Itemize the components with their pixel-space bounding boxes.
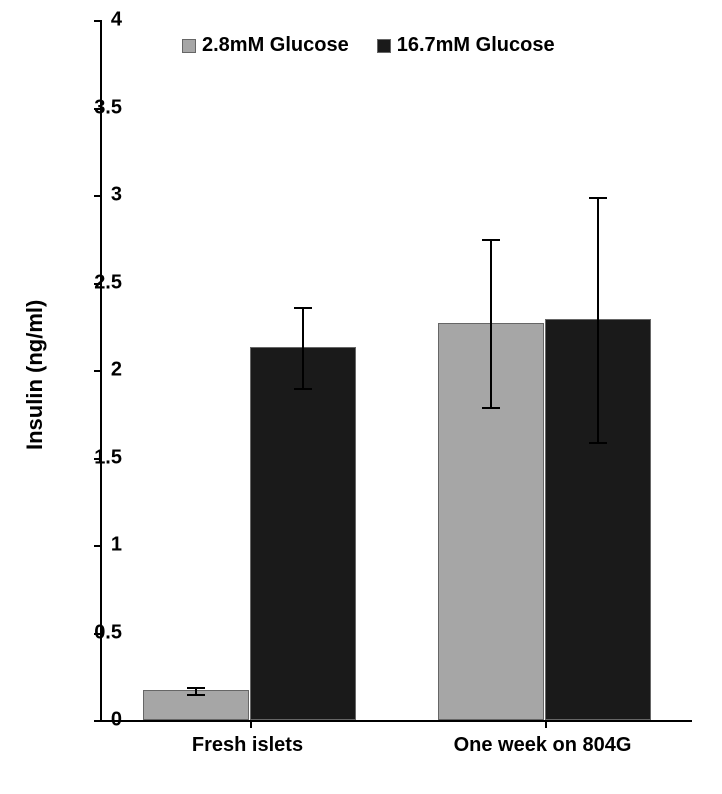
error-bar-cap bbox=[482, 407, 500, 409]
chart-container: Insulin (ng/ml) 2.8mM Glucose 16.7mM Glu… bbox=[0, 0, 722, 794]
error-bar-cap bbox=[589, 442, 607, 444]
y-tick-label: 4 bbox=[111, 9, 122, 32]
y-tick bbox=[94, 195, 102, 197]
y-tick bbox=[94, 720, 102, 722]
error-bar bbox=[597, 197, 599, 442]
y-tick-label: 1.5 bbox=[94, 446, 122, 469]
x-tick bbox=[250, 720, 252, 728]
x-category-label: Fresh islets bbox=[100, 734, 395, 757]
legend-label-1: 16.7mM Glucose bbox=[397, 34, 555, 57]
error-bar-cap bbox=[187, 694, 205, 696]
legend-item-0: 2.8mM Glucose bbox=[182, 34, 349, 57]
y-tick-label: 3.5 bbox=[94, 96, 122, 119]
error-bar-cap bbox=[294, 388, 312, 390]
error-bar bbox=[302, 307, 304, 388]
legend-swatch-0 bbox=[182, 39, 196, 53]
legend-item-1: 16.7mM Glucose bbox=[377, 34, 555, 57]
y-tick-label: 2.5 bbox=[94, 271, 122, 294]
y-axis-label: Insulin (ng/ml) bbox=[22, 300, 48, 450]
y-tick bbox=[94, 370, 102, 372]
legend-swatch-1 bbox=[377, 39, 391, 53]
y-tick-label: 0.5 bbox=[94, 621, 122, 644]
x-tick bbox=[545, 720, 547, 728]
y-tick bbox=[94, 20, 102, 22]
plot-area: 2.8mM Glucose 16.7mM Glucose bbox=[100, 20, 692, 722]
y-tick-label: 0 bbox=[111, 709, 122, 732]
error-bar-cap bbox=[589, 197, 607, 199]
y-tick-label: 2 bbox=[111, 359, 122, 382]
error-bar-cap bbox=[482, 239, 500, 241]
error-bar-cap bbox=[294, 307, 312, 309]
legend: 2.8mM Glucose 16.7mM Glucose bbox=[182, 34, 555, 57]
legend-label-0: 2.8mM Glucose bbox=[202, 34, 349, 57]
error-bar bbox=[490, 239, 492, 407]
x-category-label: One week on 804G bbox=[395, 734, 690, 757]
y-tick-label: 3 bbox=[111, 184, 122, 207]
bar bbox=[250, 347, 356, 720]
error-bar-cap bbox=[187, 687, 205, 689]
y-tick-label: 1 bbox=[111, 534, 122, 557]
y-tick bbox=[94, 545, 102, 547]
